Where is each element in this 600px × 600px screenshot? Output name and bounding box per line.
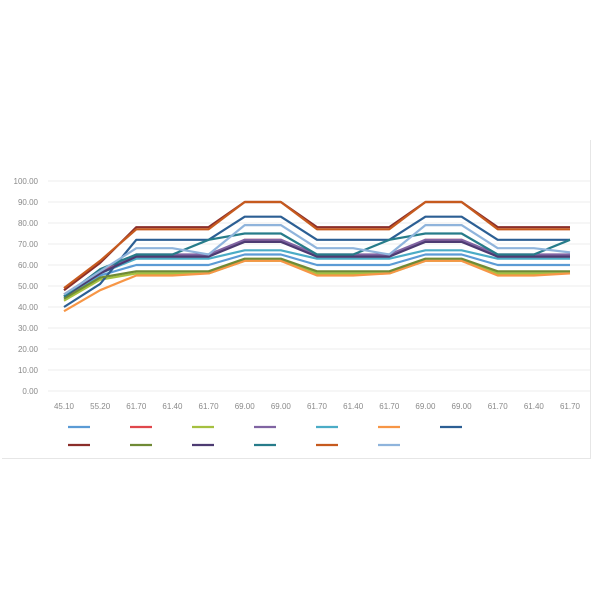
x-tick-label: 69.00	[235, 402, 256, 411]
y-tick-label: 100.00	[14, 177, 39, 186]
y-tick-label: 0.00	[22, 387, 38, 396]
series-line-7	[63, 215, 570, 308]
x-tick-label: 61.40	[343, 402, 364, 411]
series-line-10	[63, 240, 570, 298]
y-tick-label: 80.00	[18, 219, 39, 228]
x-tick-label: 61.70	[126, 402, 147, 411]
x-tick-label: 55.20	[90, 402, 111, 411]
series-line-12	[63, 200, 570, 289]
y-tick-label: 20.00	[18, 345, 39, 354]
x-tick-label: 61.70	[488, 402, 509, 411]
y-tick-label: 60.00	[18, 261, 39, 270]
series-line-11	[63, 232, 571, 298]
series-line-3	[63, 259, 570, 302]
y-tick-label: 30.00	[18, 324, 39, 333]
series-line-9	[63, 257, 570, 300]
x-tick-label: 69.00	[452, 402, 473, 411]
series-line-8	[63, 200, 570, 292]
x-tick-label: 61.70	[560, 402, 581, 411]
series-line-6	[63, 259, 571, 313]
chart-frame	[2, 140, 591, 459]
x-tick-label: 61.70	[379, 402, 400, 411]
x-tick-label: 61.70	[307, 402, 328, 411]
x-tick-label: 61.70	[199, 402, 220, 411]
y-tick-label: 40.00	[18, 303, 39, 312]
x-tick-label: 69.00	[271, 402, 292, 411]
x-tick-label: 45.10	[54, 402, 75, 411]
y-tick-label: 10.00	[18, 366, 39, 375]
y-tick-label: 90.00	[18, 198, 39, 207]
series-line-5	[63, 249, 570, 300]
x-tick-label: 61.40	[162, 402, 183, 411]
series-line-1	[63, 253, 570, 298]
series-line-13	[63, 224, 571, 296]
x-tick-label: 61.40	[524, 402, 545, 411]
y-tick-label: 70.00	[18, 240, 39, 249]
x-tick-label: 69.00	[415, 402, 436, 411]
y-tick-label: 50.00	[18, 282, 39, 291]
